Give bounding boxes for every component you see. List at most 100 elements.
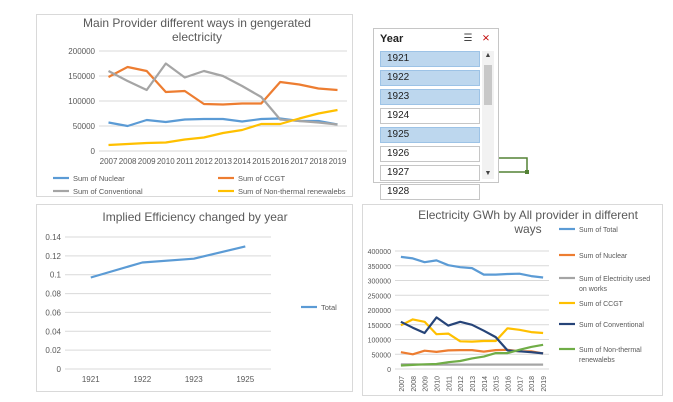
slicer-scrollbar[interactable]: ▲ ▼ [482,51,494,179]
chart-implied-efficiency-svg: Implied Efficiency changed by year 0 0.02 0… [45,210,337,384]
chart-main-provider-svg: Main Provider different ways in gengerat… [53,16,347,196]
slicer-list: 1921 1922 1923 1924 1925 1926 1927 1928 [380,51,480,203]
c2-y-tick-label: 0.08 [45,290,61,299]
slicer-item-1927[interactable]: 1927 [380,165,480,181]
c3-x-tick-label: 2012 [458,376,465,392]
c1-y-tick-label: 0 [91,147,96,156]
c3-y-tick-label: 300000 [368,279,391,286]
slicer-item-1924[interactable]: 1924 [380,108,480,124]
c2-y-tick-label: 0.04 [45,327,61,336]
c3-x-tick-label: 2018 [529,376,536,392]
c1-y-tick-label: 200000 [68,47,95,56]
c3-y-tick-label: 100000 [368,338,391,345]
c3-legend-label: Sum of CCGT [579,301,624,308]
c3-x-tick-label: 2008 [411,376,418,392]
scroll-down-icon[interactable]: ▼ [484,170,492,177]
c2-y-tick-label: 0.14 [45,233,61,242]
c1-y-tick-label: 150000 [68,72,95,81]
c3-y-tick-label: 200000 [368,308,391,315]
slicer-item-1921[interactable]: 1921 [380,51,480,67]
c2-y-tick-label: 0.06 [45,308,61,317]
chart-electricity-gwh[interactable]: Electricity GWh by All provider in diffe… [362,204,663,396]
c1-title: electricity [172,30,222,44]
c3-x-tick-label: 2014 [482,376,489,392]
c2-x-tick-label: 1925 [236,375,254,384]
c2-y-tick-label: 0.02 [45,346,61,355]
c3-title: Electricity GWh by All provider in diffe… [418,208,639,222]
c3-legend-label: renewalebs [579,357,615,364]
c1-x-tick-label: 2016 [271,157,289,166]
c1-x-tick-label: 2011 [176,157,194,166]
c3-x-tick-label: 2016 [506,376,513,392]
c3-legend-label: Sum of Conventional [579,322,644,329]
c3-title: ways [513,222,541,236]
multi-select-icon[interactable]: ☰ [463,33,473,44]
c1-x-tick-label: 2014 [233,157,251,166]
c3-series-line-3 [400,318,544,343]
slicer-item-1928[interactable]: 1928 [380,184,480,200]
c3-x-tick-label: 2011 [446,376,453,391]
c2-x-tick-label: 1923 [185,375,203,384]
year-slicer[interactable]: Year ☰ ⨯ 1921 1922 1923 1924 1925 1926 1927 192… [373,28,499,200]
chart-electricity-gwh-svg: Electricity GWh by All provider in diffe… [368,208,651,392]
c2-title: Implied Efficiency changed by year [102,210,287,224]
c3-x-tick-label: 2017 [517,376,524,392]
c1-x-tick-label: 2017 [290,157,308,166]
c1-x-tick-label: 2012 [195,157,213,166]
c3-x-tick-label: 2013 [470,376,477,392]
slicer-item-1926[interactable]: 1926 [380,146,480,162]
c1-x-tick-label: 2019 [329,157,347,166]
c3-y-tick-label: 400000 [368,249,391,256]
clear-filter-icon[interactable]: ⨯ [481,33,491,44]
c2-series-line-0 [90,245,246,279]
scroll-thumb[interactable] [484,65,492,105]
c1-series-line-3 [108,108,338,147]
c3-y-tick-label: 150000 [368,323,391,330]
c3-y-tick-label: 50000 [372,352,392,359]
c1-series-line-1 [107,65,338,106]
c3-y-tick-label: 350000 [368,264,391,271]
c3-y-tick-label: 0 [387,367,391,374]
c2-y-tick-label: 0.12 [45,252,61,261]
c2-x-tick-label: 1922 [133,375,151,384]
c3-legend-label: Sum of Total [579,227,618,234]
c1-title: Main Provider different ways in gengerat… [83,16,311,30]
c1-x-tick-label: 2007 [100,157,118,166]
c3-series-line-4 [400,316,544,355]
c1-legend-label: Sum of Conventional [73,187,143,196]
c3-legend-label: on works [579,286,608,293]
c1-x-tick-label: 2009 [138,157,156,166]
c1-y-tick-label: 50000 [73,122,96,131]
c1-series-line-2 [107,62,338,126]
slicer-title: Year [380,33,404,45]
slicer-item-1923[interactable]: 1923 [380,89,480,105]
c3-series-line-5 [400,343,544,367]
c3-x-tick-label: 2007 [399,376,406,392]
c1-x-tick-label: 2008 [119,157,137,166]
scroll-up-icon[interactable]: ▲ [484,52,492,59]
c3-x-tick-label: 2010 [434,376,441,392]
c1-y-tick-label: 100000 [68,97,95,106]
slicer-item-1922[interactable]: 1922 [380,70,480,86]
c1-legend-label: Sum of Non-thermal renewalebs [238,187,346,196]
c3-series-line-0 [400,255,544,279]
c3-x-tick-label: 2019 [541,376,548,392]
chart-main-provider[interactable]: Main Provider different ways in gengerat… [36,14,353,197]
chart-implied-efficiency[interactable]: Implied Efficiency changed by year 0 0.02 0… [36,204,353,392]
c3-legend-label: Sum of Non-thermal [579,347,642,354]
c3-x-tick-label: 2015 [494,376,501,392]
c3-y-tick-label: 250000 [368,293,391,300]
c3-legend-label: Sum of Nuclear [579,253,628,260]
c2-legend-label: Total [321,303,337,312]
c1-x-tick-label: 2010 [157,157,175,166]
c1-x-tick-label: 2018 [309,157,327,166]
c2-x-tick-label: 1921 [82,375,100,384]
c1-legend-label: Sum of Nuclear [73,174,125,183]
c1-x-tick-label: 2013 [214,157,232,166]
c3-x-tick-label: 2009 [423,376,430,392]
c2-y-tick-label: 0.1 [50,271,62,280]
slicer-item-1925[interactable]: 1925 [380,127,480,143]
c1-legend-label: Sum of CCGT [238,174,286,183]
c2-y-tick-label: 0 [57,365,62,374]
c1-x-tick-label: 2015 [252,157,270,166]
